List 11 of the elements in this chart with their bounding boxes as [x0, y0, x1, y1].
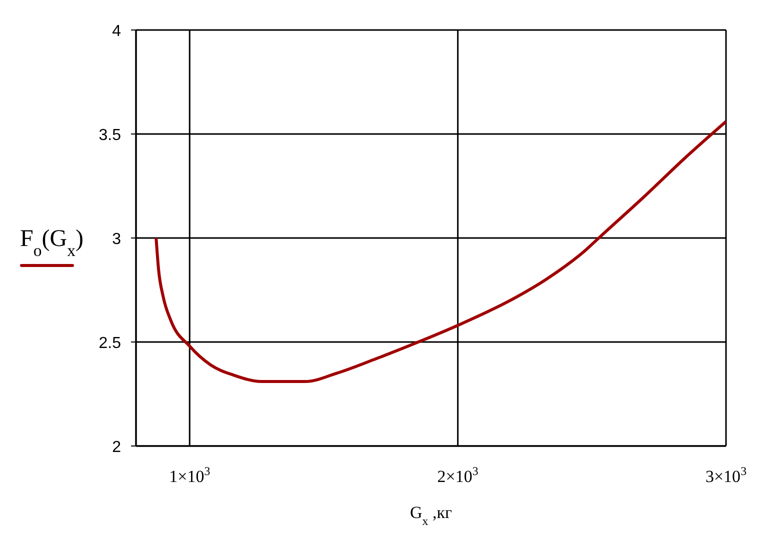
y-tick-label: 3: [112, 231, 122, 248]
y-axis-title: F$_{о}$(G$_{x}$): [20, 226, 84, 260]
x-tick-label: 1×10$^{3}$: [169, 464, 210, 486]
x-tick-label: 2×10$^{3}$: [437, 464, 478, 486]
y-tick-label: 2: [112, 439, 122, 456]
line-series: [154, 120, 726, 384]
x-axis-title: G$_{x}$ ,кг: [410, 503, 452, 528]
y-tick-label: 4: [112, 23, 122, 40]
y-tick-label: 2.5: [98, 335, 122, 352]
x-tick-label: 3×10$^{3}$: [705, 464, 747, 486]
y-tick-label: 3.5: [98, 127, 122, 144]
